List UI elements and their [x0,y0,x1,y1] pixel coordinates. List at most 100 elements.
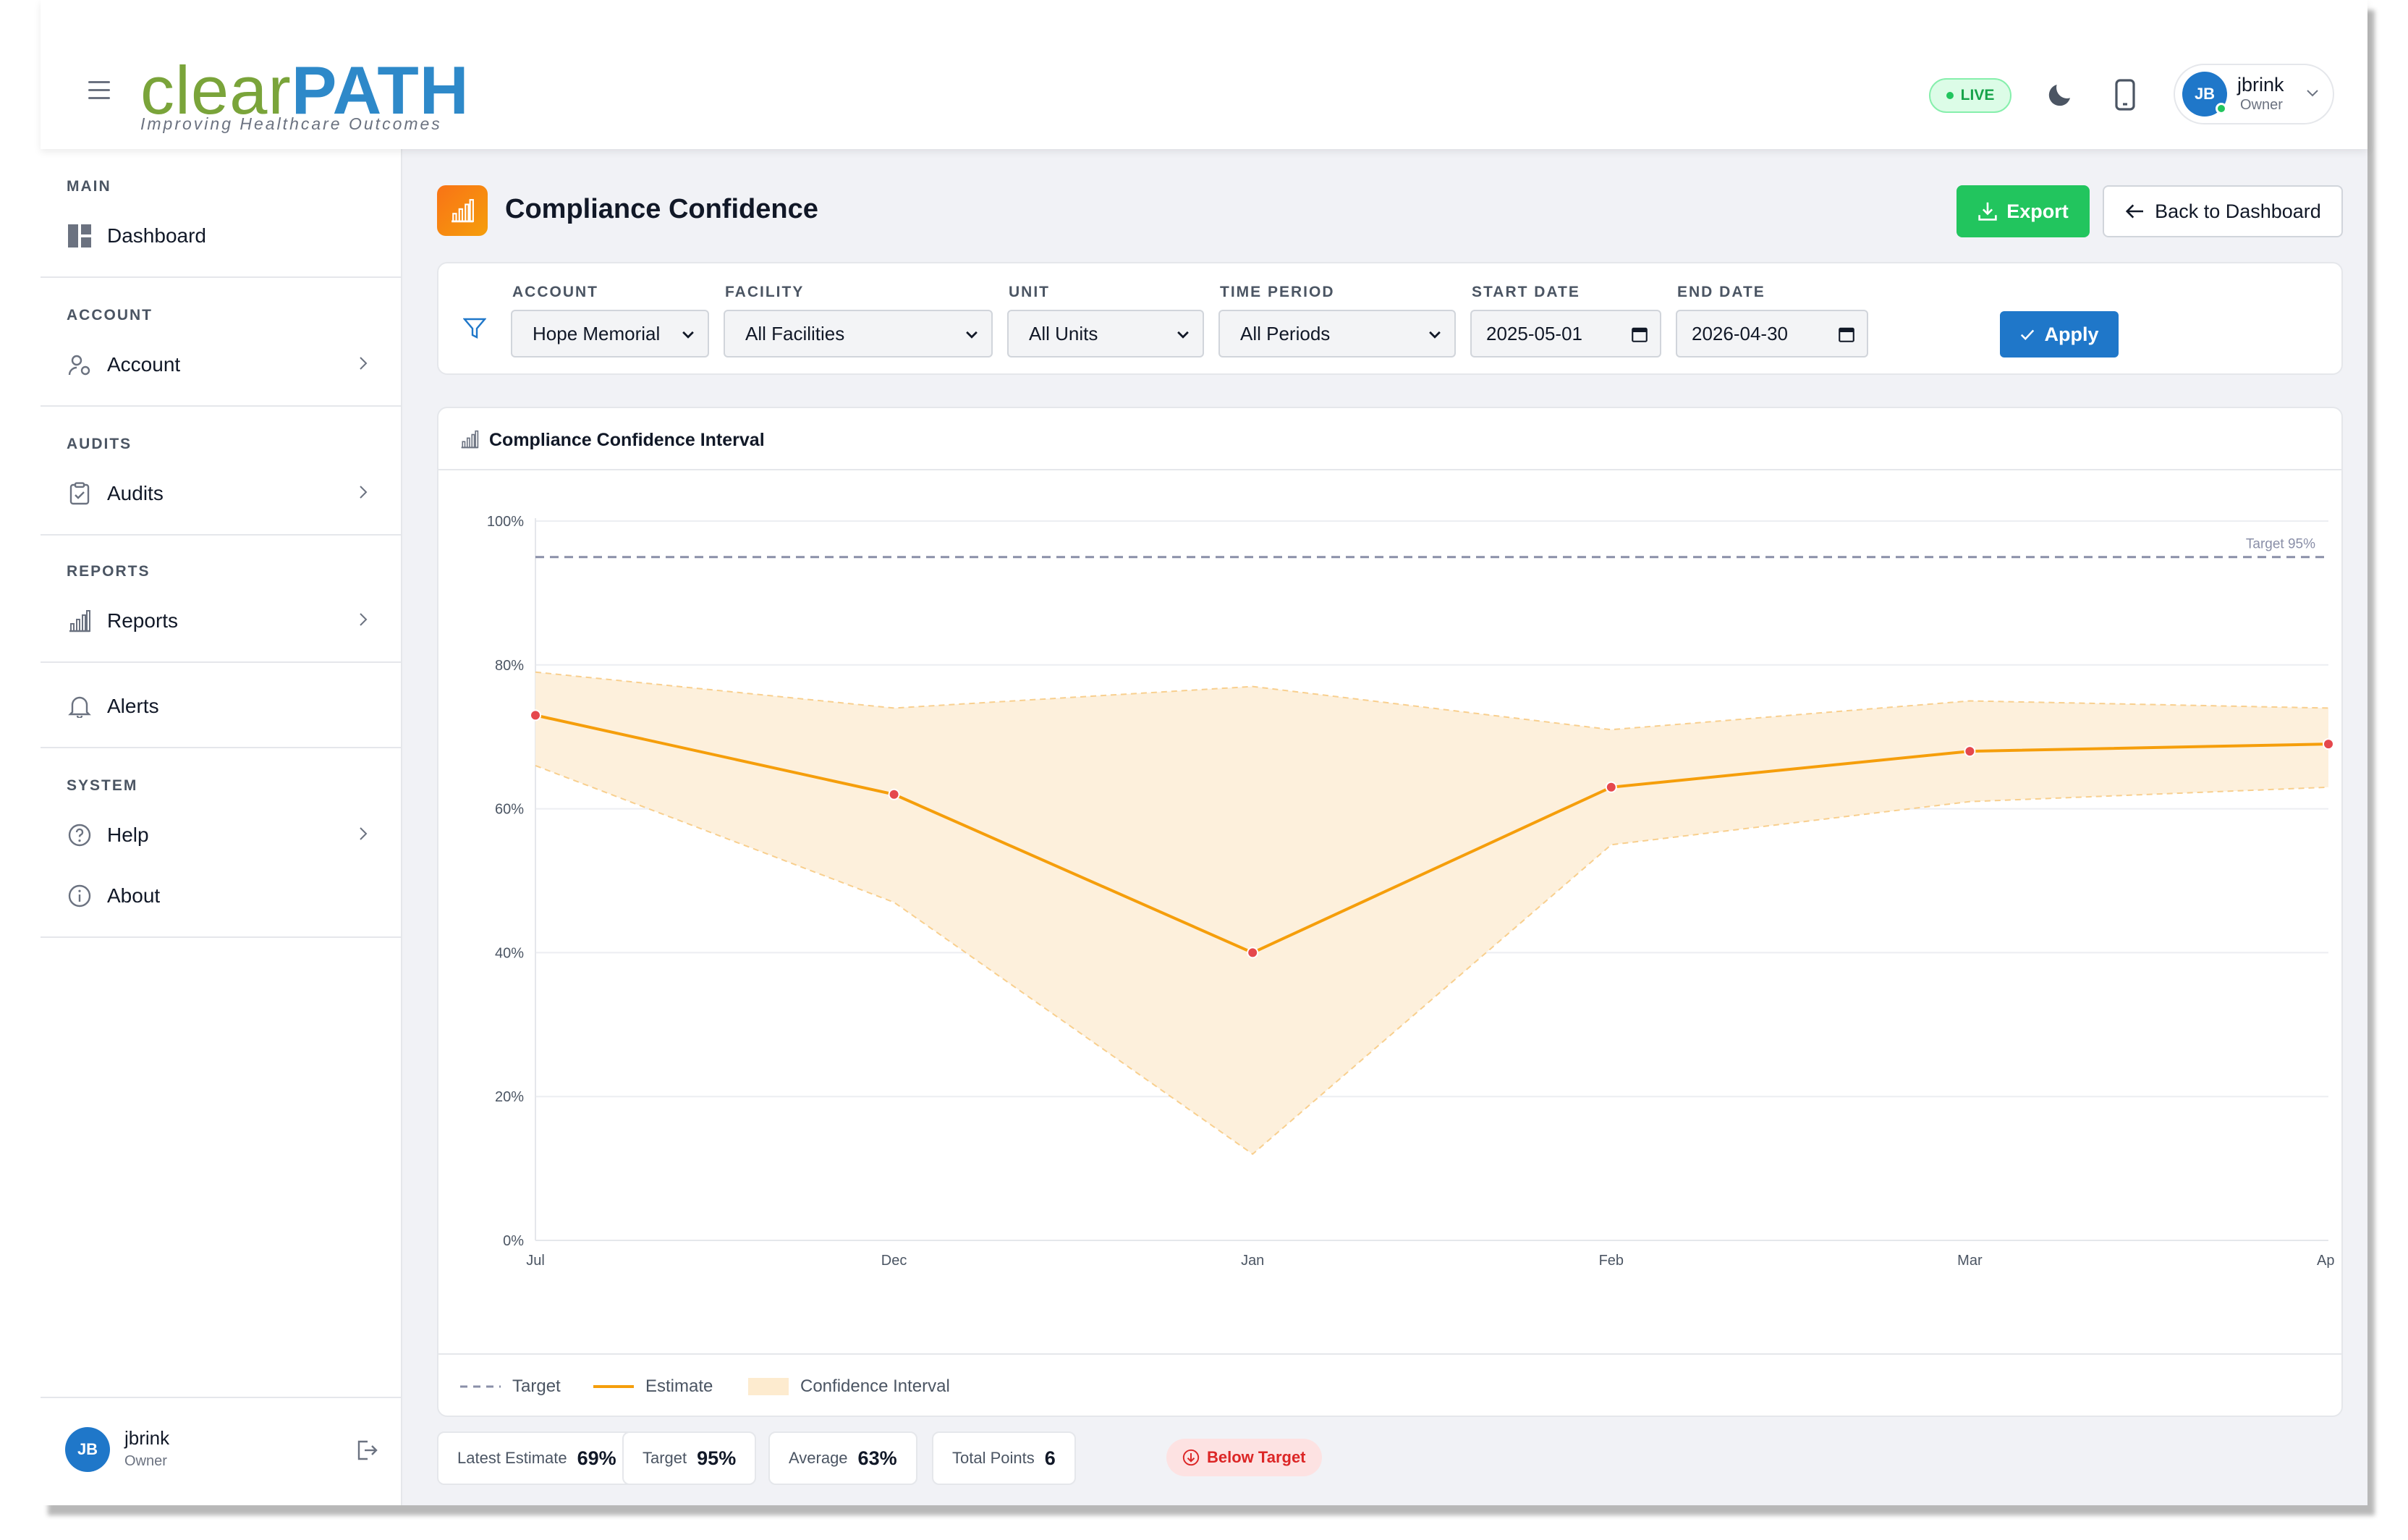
sidebar-item-label: Dashboard [107,224,206,247]
chevron-right-icon [360,357,368,370]
back-to-dashboard-button[interactable]: Back to Dashboard [2103,185,2343,237]
legend-target-swatch [460,1385,501,1388]
chevron-down-icon [1177,331,1189,339]
confidence-interval-chart: 0% 20% 40% 60% 80% 100% Target 95% Jul Dec Jan Feb… [487,514,2335,1269]
legend-item-confidence-interval[interactable]: Confidence Interval [748,1376,950,1397]
online-status-icon [2216,103,2227,114]
filter-icon [462,317,487,344]
bar-chart-icon [461,430,479,449]
sidebar-divider [41,405,402,407]
facility-select[interactable]: All Facilities [724,310,993,358]
dark-mode-moon-icon[interactable] [2045,80,2075,114]
chevron-right-icon [360,486,368,499]
unit-filter-label: UNIT [1009,284,1050,300]
account-select[interactable]: Hope Memorial [511,310,709,358]
x-tick-label: Feb [1599,1253,1624,1269]
legend-ci-swatch [748,1378,789,1395]
info-circle-icon [67,883,93,909]
unit-select-value: All Units [1029,322,1098,344]
stat-value: 95% [697,1447,737,1469]
sidebar-item-alerts[interactable]: Alerts [67,686,385,727]
y-tick-label: 100% [487,514,524,530]
clearpath-logo[interactable]: clearPATH Improving Healthcare Outcomes [140,56,470,134]
live-label: LIVE [1960,87,1995,103]
estimate-point [2323,738,2334,750]
facility-filter-label: FACILITY [725,284,805,300]
user-name: jbrink [2237,74,2284,96]
sidebar-user-profile[interactable]: JB jbrink Owner [65,1424,383,1475]
sidebar-item-label: Help [107,824,149,846]
export-button[interactable]: Export [1956,185,2090,237]
user-name: jbrink [124,1427,170,1449]
estimate-point [1964,745,1976,758]
stat-value: 69% [577,1447,616,1469]
dashboard-icon [67,223,93,249]
chart-title: Compliance Confidence Interval [489,430,765,450]
apply-button[interactable]: Apply [2000,311,2119,358]
live-dot-icon [1946,92,1954,99]
sidebar-item-audits[interactable]: Audits [67,473,385,514]
x-tick-label: Dec [881,1253,907,1269]
unit-select[interactable]: All Units [1007,310,1204,358]
avatar: JB [65,1427,110,1472]
legend-item-estimate[interactable]: Estimate [593,1376,713,1397]
sidebar-item-dashboard[interactable]: Dashboard [67,216,385,256]
chart-card: Compliance Confidence Interval 0% 20% 40% 6… [437,407,2343,1417]
chevron-down-icon [682,331,694,339]
sidebar-section-main: MAIN [67,178,111,195]
below-target-label: Below Target [1207,1448,1306,1466]
time-period-filter-label: TIME PERIOD [1220,284,1335,300]
clipboard-check-icon [67,481,93,507]
facility-select-value: All Facilities [745,322,845,344]
check-icon [2021,329,2035,340]
start-date-label: START DATE [1472,284,1580,300]
chevron-down-icon [1429,331,1441,339]
account-filter-label: ACCOUNT [512,284,598,300]
estimate-line [535,714,2329,955]
user-menu[interactable]: JB jbrink Owner [2174,64,2334,124]
legend-estimate-label: Estimate [645,1376,713,1396]
sidebar-item-help[interactable]: Help [67,815,385,855]
end-date-input[interactable]: 2026-04-30 [1676,310,1868,358]
start-date-input[interactable]: 2025-05-01 [1470,310,1661,358]
calendar-icon[interactable] [1631,326,1648,343]
chevron-down-icon [966,331,978,339]
time-period-select-value: All Periods [1240,322,1331,344]
estimate-point [888,788,900,800]
bar-chart-icon [67,608,93,634]
sidebar-item-about[interactable]: About [67,876,385,916]
time-period-select[interactable]: All Periods [1218,310,1456,358]
sidebar-item-reports[interactable]: Reports [67,601,385,641]
stat-total-points: Total Points 6 [932,1431,1076,1485]
legend-target-label: Target [512,1376,561,1396]
logout-icon[interactable] [355,1439,378,1465]
stat-label: Average [789,1449,848,1467]
stat-label: Latest Estimate [457,1449,567,1467]
export-label: Export [2006,200,2069,222]
x-tick-label: Mar [1957,1253,1983,1269]
y-tick-label: 20% [495,1089,524,1105]
sidebar-divider [41,747,402,748]
legend-item-target[interactable]: Target [460,1376,561,1397]
menu-toggle-icon[interactable] [88,81,110,100]
chevron-right-icon [360,827,368,840]
estimate-point [1605,781,1617,793]
sidebar-divider [41,936,402,938]
page-title: Compliance Confidence [505,194,818,224]
sidebar-divider [41,661,402,663]
sidebar-item-label: Reports [107,609,179,632]
mobile-device-icon[interactable] [2114,78,2136,115]
y-tick-label: 80% [495,658,524,674]
y-tick-label: 40% [495,945,524,961]
chevron-right-icon [360,613,368,626]
logo-text-clear: clear [140,52,292,128]
calendar-icon[interactable] [1838,326,1855,343]
start-date-value: 2025-05-01 [1486,322,1582,344]
user-cog-icon [67,352,93,378]
chevron-down-icon [2307,90,2318,97]
chart-card-header: Compliance Confidence Interval [438,408,2341,470]
x-tick-label: Jul [526,1253,545,1269]
sidebar-item-account[interactable]: Account [67,344,385,385]
stat-label: Target [643,1449,687,1467]
estimate-point [1247,947,1259,959]
